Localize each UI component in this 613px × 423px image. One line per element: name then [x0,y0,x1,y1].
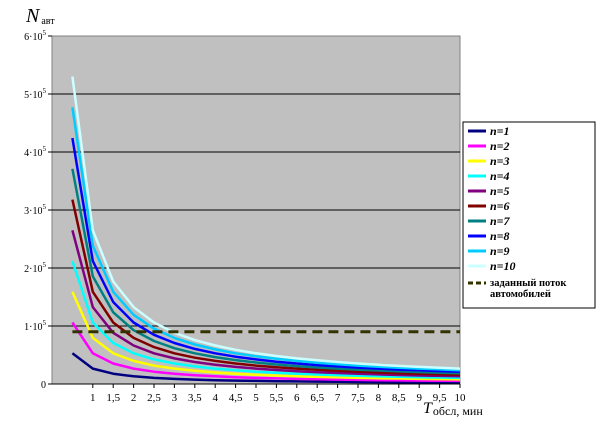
x-tick-label: 3,5 [188,392,202,404]
series-line-n9 [71,107,461,372]
legend-label: n=10 [490,259,516,273]
y-axis-label-sub: авт [41,16,55,27]
series-line-n10 [71,76,461,370]
x-tick-label: 7,5 [351,392,365,404]
y-tick-label: 2·105 [24,261,46,275]
y-tick-base: 2·10 [24,264,42,275]
series-line-n3 [71,291,461,381]
series-line-n5 [71,229,461,378]
y-tick-exponent: 5 [43,145,47,153]
x-tick-label: 4,5 [229,392,243,404]
y-tick-label: 5·105 [24,87,46,101]
legend: n=1n=2n=3n=4n=5n=6n=7n=8n=9n=10 заданный … [462,121,596,309]
legend-label: n=6 [490,199,510,213]
x-axis: 1 1,5 2 2,5 3 3,5 4 4,5 5 5,5 6 6,5 7 7,5 8 8,5 9 9,5 10 [52,383,467,404]
y-tick-label: 6·105 [24,29,46,43]
x-tick-label: 1,5 [106,392,120,404]
y-tick-exponent: 5 [43,87,47,95]
legend-label: n=5 [490,184,510,198]
legend-label: n=4 [490,169,510,183]
y-tick-text: 0 [41,380,46,391]
y-tick-base: 5·10 [24,90,42,101]
x-tick-label: 9 [416,392,422,404]
x-tick-label: 5,5 [270,392,284,404]
legend-label: n=8 [490,229,510,243]
legend-label: n=7 [490,214,511,228]
series-line-n1 [71,352,461,384]
x-tick-label: 3 [172,392,178,404]
x-tick-label: 6 [294,392,300,404]
series-line-n2 [71,321,461,383]
x-tick-label: 4 [212,392,218,404]
y-tick-label: 1·105 [24,319,46,333]
x-tick-label: 5 [253,392,259,404]
y-tick-base: 6·10 [24,32,42,43]
y-tick-label: 0 [41,380,46,391]
legend-label: n=1 [490,124,510,138]
y-tick-exponent: 5 [43,29,47,37]
y-tick-exponent: 5 [43,203,47,211]
x-tick-label: 2 [131,392,137,404]
x-axis-label: Tобсл, мин [423,400,483,418]
x-tick-label: 6,5 [310,392,324,404]
x-axis-label-main: T [423,400,433,417]
legend-label-reference: заданный поток [490,278,567,289]
y-tick-base: 1·10 [24,322,42,333]
legend-label-reference: автомобилей [490,289,551,300]
gridlines [52,93,460,327]
x-axis-label-sub: обсл, мин [433,404,483,418]
y-axis-label-main: N [25,5,41,27]
y-tick-exponent: 5 [43,261,47,269]
x-tick-label: 7 [335,392,341,404]
legend-label: n=9 [490,244,510,258]
series-line-n6 [71,199,461,377]
y-tick-label: 4·105 [24,145,46,159]
y-tick-base: 4·10 [24,148,42,159]
x-tick-label: 10 [455,392,467,404]
legend-label: n=2 [490,139,510,153]
legend-label: n=3 [490,154,510,168]
y-tick-exponent: 5 [43,319,47,327]
x-tick-label: 9,5 [433,392,447,404]
series-line-n4 [71,260,461,380]
x-tick-label: 8,5 [392,392,406,404]
series-line-n8 [71,137,461,373]
y-tick-base: 3·10 [24,206,42,217]
series-lines [71,76,461,384]
x-tick-label: 1 [90,392,96,404]
y-tick-label: 3·105 [24,203,46,217]
x-tick-label: 2,5 [147,392,161,404]
legend-box [462,121,596,309]
x-tick-label: 8 [376,392,382,404]
